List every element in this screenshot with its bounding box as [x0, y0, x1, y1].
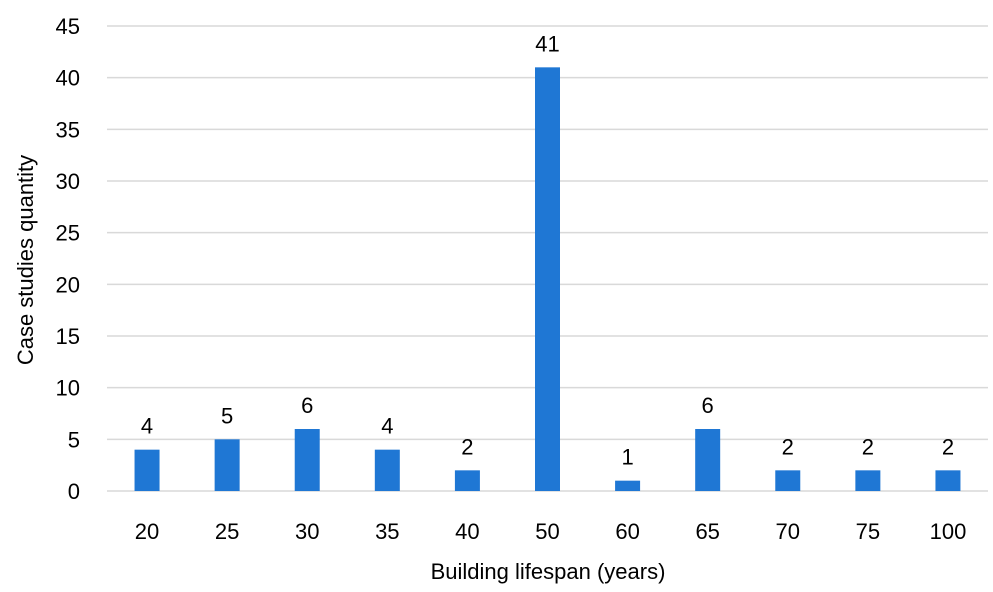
x-tick-label: 40	[455, 519, 479, 544]
data-label: 4	[141, 414, 153, 439]
bar-40	[454, 470, 480, 491]
bar-70	[775, 470, 801, 491]
x-tick-label: 35	[375, 519, 399, 544]
bars	[134, 67, 961, 491]
y-tick-label: 25	[56, 221, 80, 246]
x-tick-label: 65	[695, 519, 719, 544]
x-tick-label: 70	[776, 519, 800, 544]
x-tick-label: 60	[615, 519, 639, 544]
y-axis-ticks: 0 5 10 15 20 25 30 35 40 45	[56, 14, 80, 504]
y-axis-title: Case studies quantity	[13, 155, 38, 365]
x-axis-ticks: 20 25 30 35 40 50 60 65 70 75 100	[135, 519, 967, 544]
x-tick-label: 100	[930, 519, 967, 544]
data-label: 1	[621, 445, 633, 470]
data-label: 2	[782, 434, 794, 459]
bar-65	[695, 429, 721, 491]
x-tick-label: 20	[135, 519, 159, 544]
bar-50	[535, 67, 560, 491]
y-tick-label: 35	[56, 117, 80, 142]
bar-100	[935, 470, 961, 491]
data-label: 2	[862, 434, 874, 459]
bar-75	[855, 470, 881, 491]
data-label: 5	[221, 403, 233, 428]
data-label: 6	[301, 393, 313, 418]
x-tick-label: 75	[856, 519, 880, 544]
y-tick-label: 10	[56, 376, 80, 401]
bar-20	[134, 449, 160, 491]
data-label: 6	[702, 393, 714, 418]
data-label: 41	[535, 31, 559, 56]
y-tick-label: 45	[56, 14, 80, 39]
data-label: 2	[461, 434, 473, 459]
y-tick-label: 20	[56, 272, 80, 297]
x-axis-title: Building lifespan (years)	[431, 559, 666, 584]
bar-35	[374, 449, 400, 491]
y-tick-label: 5	[68, 427, 80, 452]
bar-25	[214, 439, 240, 491]
y-tick-label: 15	[56, 324, 80, 349]
y-tick-label: 0	[68, 479, 80, 504]
bar-60	[615, 480, 641, 491]
x-tick-label: 25	[215, 519, 239, 544]
y-tick-label: 40	[56, 66, 80, 91]
data-label: 4	[381, 414, 393, 439]
data-label: 2	[942, 434, 954, 459]
bar-30	[294, 429, 320, 491]
x-tick-label: 30	[295, 519, 319, 544]
x-tick-label: 50	[535, 519, 559, 544]
y-tick-label: 30	[56, 169, 80, 194]
data-labels: 4 5 6 4 2 41 1 6 2 2 2	[141, 31, 954, 469]
